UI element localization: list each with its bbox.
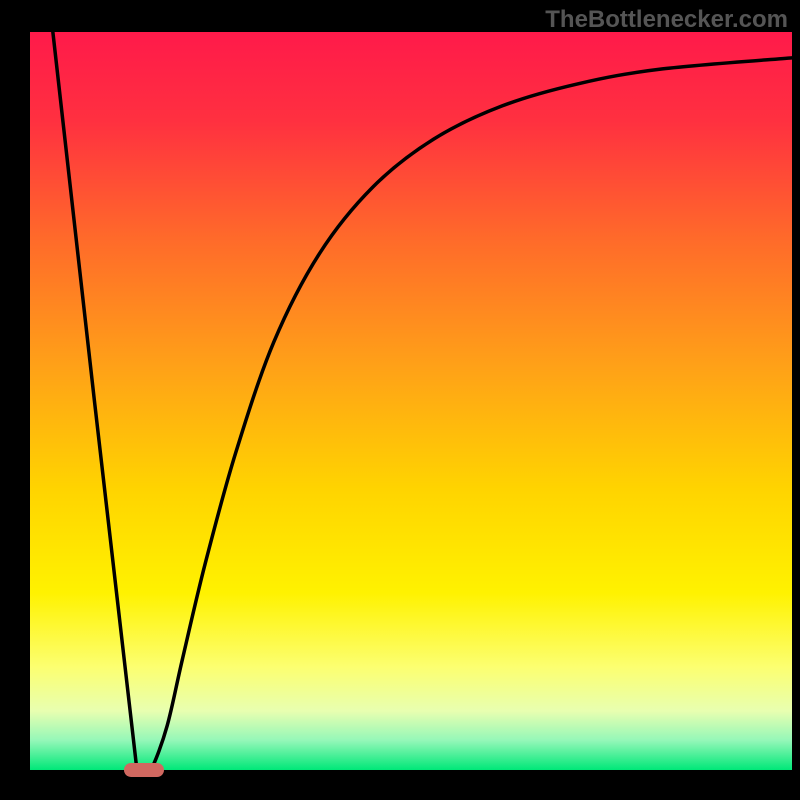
bottleneck-curve bbox=[53, 32, 792, 770]
watermark-text: TheBottlenecker.com bbox=[545, 6, 788, 34]
minimum-marker bbox=[124, 763, 164, 777]
plot-area bbox=[30, 32, 792, 770]
curve-layer bbox=[30, 32, 792, 770]
chart-frame: TheBottlenecker.com bbox=[0, 0, 800, 800]
